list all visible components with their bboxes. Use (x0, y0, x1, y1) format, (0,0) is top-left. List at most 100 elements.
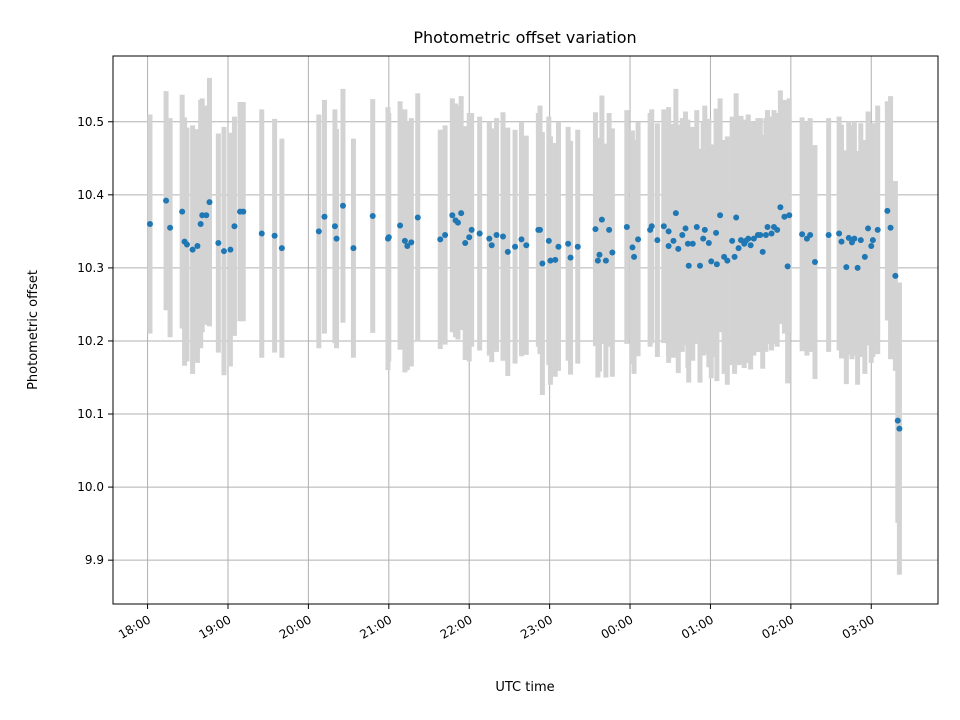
data-point (713, 261, 720, 268)
data-point (845, 234, 852, 241)
data-point (807, 232, 814, 239)
data-point (206, 199, 213, 206)
data-point (884, 207, 891, 214)
data-point (705, 240, 712, 247)
data-point (724, 257, 731, 264)
data-point (759, 248, 766, 255)
data-point (747, 242, 754, 249)
data-point (696, 262, 703, 269)
data-point (518, 236, 525, 243)
y-tick-label: 10.3 (77, 261, 104, 275)
data-point (512, 243, 519, 250)
data-point (462, 240, 469, 247)
data-point (854, 264, 861, 271)
data-point (750, 235, 757, 242)
data-point (762, 232, 769, 239)
y-tick-label: 10.2 (77, 334, 104, 348)
data-point (745, 235, 752, 242)
y-axis-label: Photometric offset (26, 270, 41, 390)
y-tick-label: 10.5 (77, 115, 104, 129)
data-point (693, 223, 700, 230)
data-point (768, 230, 775, 237)
data-point (594, 257, 601, 264)
data-point (825, 232, 832, 239)
data-point (523, 242, 530, 249)
data-point (731, 253, 738, 260)
chart-title: Photometric offset variation (413, 28, 636, 47)
data-point (685, 262, 692, 269)
data-point (189, 246, 196, 253)
data-point (258, 230, 265, 237)
data-point (784, 263, 791, 270)
data-point (682, 225, 689, 232)
data-point (684, 240, 691, 247)
data-point (321, 213, 328, 220)
data-point (536, 226, 543, 233)
data-point (339, 202, 346, 209)
data-point (493, 232, 500, 239)
data-point (545, 237, 552, 244)
data-point (449, 212, 456, 219)
y-tick-label: 10.1 (77, 407, 104, 421)
data-point (194, 242, 201, 249)
data-point (717, 212, 724, 219)
data-point (163, 197, 170, 204)
data-point (552, 256, 559, 263)
data-point (567, 254, 574, 261)
data-point (414, 214, 421, 221)
data-point (672, 210, 679, 217)
data-point (851, 235, 858, 242)
data-point (836, 230, 843, 237)
data-point (838, 238, 845, 245)
data-point (635, 236, 642, 243)
y-tick-label: 10.4 (77, 188, 104, 202)
data-point (665, 228, 672, 235)
data-point (609, 249, 616, 256)
data-point (539, 260, 546, 267)
data-point (606, 226, 613, 233)
data-point (488, 242, 495, 249)
data-point (708, 258, 715, 265)
data-point (631, 253, 638, 260)
data-point (408, 239, 415, 246)
data-point (271, 232, 278, 239)
data-point (231, 223, 238, 230)
data-point (670, 237, 677, 244)
y-tick-label: 10.0 (77, 480, 104, 494)
data-point (865, 225, 872, 232)
data-point (197, 221, 204, 228)
data-point (777, 204, 784, 211)
data-point (700, 235, 707, 242)
data-point (757, 232, 764, 239)
data-point (648, 223, 655, 230)
data-point (333, 235, 340, 242)
data-point (458, 210, 465, 217)
x-axis-label: UTC time (495, 680, 554, 695)
data-point (499, 233, 506, 240)
data-point (811, 259, 818, 266)
data-point (385, 234, 392, 241)
data-point (735, 245, 742, 252)
data-point (331, 223, 338, 230)
data-point (466, 234, 473, 241)
data-point (843, 264, 850, 271)
data-point (679, 232, 686, 239)
data-point (892, 272, 899, 279)
data-point (665, 242, 672, 249)
data-point (592, 226, 599, 233)
data-point (504, 248, 511, 255)
data-point (167, 224, 174, 231)
data-point (896, 425, 903, 432)
data-point (713, 229, 720, 236)
data-point (240, 208, 247, 215)
data-point (701, 226, 708, 233)
data-point (454, 219, 461, 226)
data-point (874, 226, 881, 233)
data-point (764, 223, 771, 230)
data-point (442, 232, 449, 239)
data-point (315, 228, 322, 235)
data-point (468, 226, 475, 233)
data-point (774, 226, 781, 233)
data-point (574, 243, 581, 250)
